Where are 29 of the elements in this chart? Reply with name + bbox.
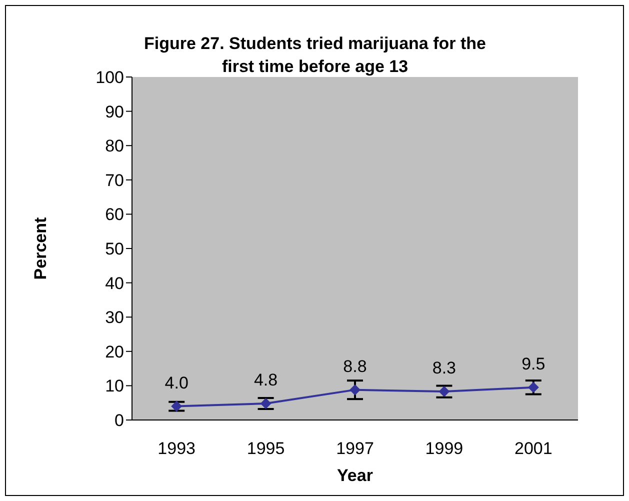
- point: [350, 384, 360, 396]
- point: [528, 382, 539, 393]
- y-tick-label: 100: [96, 68, 124, 88]
- data-label: 8.8: [343, 356, 367, 376]
- chart-title: Figure 27. Students tried marijuana for the first time before age 13: [143, 33, 487, 78]
- y-tick-label: 50: [105, 240, 124, 259]
- data-label: 4.0: [164, 373, 188, 392]
- data-label: 9.5: [522, 354, 546, 374]
- y-tick-label: 80: [105, 136, 124, 156]
- x-tick-label: 1999: [425, 439, 464, 458]
- y-tick-label: 0: [114, 411, 124, 430]
- y-tick-label: 10: [105, 376, 124, 396]
- x-tick-label: 1993: [158, 439, 196, 458]
- y-tick-label: 20: [105, 342, 124, 362]
- y-tick-label: 70: [105, 170, 124, 190]
- point: [438, 386, 450, 398]
- y-axis-title: Percent: [31, 216, 50, 280]
- data-label: 4.8: [254, 370, 278, 390]
- x-tick-label: 1997: [336, 439, 374, 458]
- y-tick-label: 60: [105, 205, 124, 224]
- data-label: 8.3: [432, 358, 456, 378]
- x-tick-label: 2001: [514, 439, 552, 458]
- point: [260, 398, 272, 410]
- x-axis-title: Year: [337, 466, 374, 485]
- y-tick-label: 40: [105, 274, 124, 293]
- x-tick-label: 1995: [246, 439, 285, 458]
- point: [171, 400, 182, 412]
- y-tick-label: 90: [105, 102, 124, 122]
- y-tick-label: 30: [105, 308, 124, 328]
